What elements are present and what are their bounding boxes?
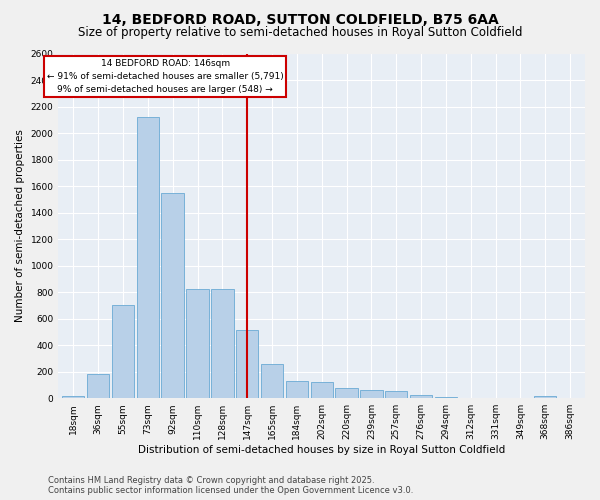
Bar — [261, 364, 283, 398]
Bar — [236, 330, 259, 398]
Text: 14 BEDFORD ROAD: 146sqm
← 91% of semi-detached houses are smaller (5,791)
9% of : 14 BEDFORD ROAD: 146sqm ← 91% of semi-de… — [47, 59, 284, 94]
Y-axis label: Number of semi-detached properties: Number of semi-detached properties — [15, 130, 25, 322]
Bar — [335, 388, 358, 398]
Text: Size of property relative to semi-detached houses in Royal Sutton Coldfield: Size of property relative to semi-detach… — [78, 26, 522, 39]
Bar — [161, 192, 184, 398]
Bar — [435, 397, 457, 398]
Bar — [534, 396, 556, 398]
Bar — [211, 290, 233, 398]
Bar — [112, 306, 134, 398]
Bar — [311, 382, 333, 398]
Text: 14, BEDFORD ROAD, SUTTON COLDFIELD, B75 6AA: 14, BEDFORD ROAD, SUTTON COLDFIELD, B75 … — [101, 12, 499, 26]
Bar — [137, 117, 159, 398]
Bar — [360, 390, 383, 398]
Text: Contains HM Land Registry data © Crown copyright and database right 2025.
Contai: Contains HM Land Registry data © Crown c… — [48, 476, 413, 495]
Bar — [286, 381, 308, 398]
Bar — [62, 396, 85, 398]
Bar — [410, 395, 432, 398]
X-axis label: Distribution of semi-detached houses by size in Royal Sutton Coldfield: Distribution of semi-detached houses by … — [138, 445, 505, 455]
Bar — [187, 290, 209, 398]
Bar — [385, 391, 407, 398]
Bar — [87, 374, 109, 398]
